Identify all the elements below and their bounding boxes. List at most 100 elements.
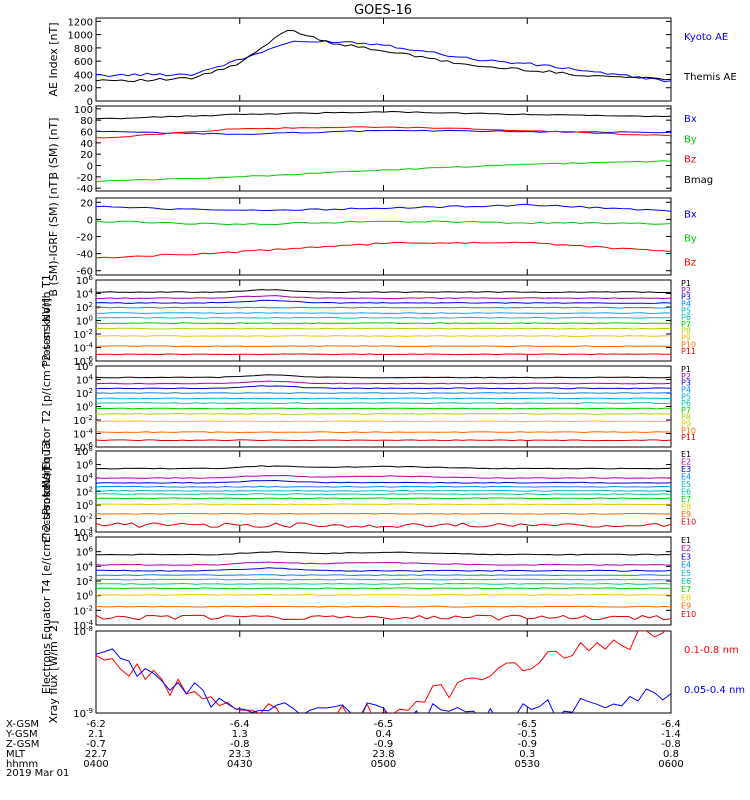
- channel-line-p6: [96, 402, 671, 405]
- y-tick-label: 10-4: [73, 428, 93, 441]
- channel-line-p11: [96, 439, 671, 442]
- y-tick-label: 10-2: [73, 604, 93, 617]
- y-tick-label: 80: [80, 116, 93, 127]
- row-value: -0.9: [374, 739, 394, 750]
- row-value: 0.4: [376, 729, 392, 740]
- channel-line-e10: [96, 522, 671, 528]
- y-tick-label: 10-9: [73, 707, 93, 720]
- channel-line-e5: [96, 489, 671, 492]
- y-tick-label: 104: [76, 560, 94, 573]
- panel-1: 0 200 400 600 800 1000 1200 AE Index [nT] Kyoto …: [47, 17, 737, 108]
- channel-line-e7: [96, 587, 671, 590]
- y-tick-label: 10-6: [73, 355, 93, 368]
- channel-label-p7: P7: [681, 320, 691, 329]
- row-value: -0.5: [517, 729, 537, 740]
- channel-line-p2: [96, 380, 671, 385]
- y-tick-label: 1200: [68, 17, 93, 28]
- channel-label-p1: P1: [681, 279, 691, 288]
- channel-line-p8: [96, 412, 671, 415]
- y-tick-label: 800: [74, 44, 93, 55]
- channel-label-e3: E3: [681, 552, 691, 561]
- y-axis-label: B (SM) [nT]: [47, 118, 60, 180]
- y-tick-label: 108: [76, 445, 93, 458]
- channel-line-e9: [96, 512, 671, 515]
- y-tick-label: -40: [77, 250, 93, 261]
- series-line-bz: [96, 241, 671, 259]
- series-line-by: [96, 160, 671, 183]
- y-tick-label: 0: [87, 97, 93, 108]
- channel-line-e5: [96, 578, 671, 581]
- channel-label-e8: E8: [681, 593, 691, 602]
- legend-themis-ae: Themis AE: [683, 72, 737, 83]
- row-value: 0.8: [663, 749, 679, 760]
- y-tick-label: 104: [76, 288, 94, 301]
- orbit-table: X-GSM -6.2 -6.4 -6.5 -6.5 -6.4Y-GSM 2.1 1.3 0.4-…: [5, 719, 684, 779]
- legend-by: By: [684, 134, 697, 145]
- panel-frame: [95, 197, 672, 276]
- series-line-bmag: [96, 110, 671, 120]
- row-label-z-gsm: Z-GSM: [6, 739, 39, 750]
- y-axis-label: Protons Equator T2 [p/(cm^2-s-sr-keV)]: [40, 298, 53, 515]
- series-line-bx: [96, 203, 671, 212]
- y-tick-label: 104: [76, 374, 94, 387]
- channel-label-p2: P2: [681, 372, 691, 381]
- row-value: 1.3: [232, 729, 248, 740]
- y-tick-label: 20: [80, 198, 93, 209]
- y-tick-label: 102: [76, 387, 93, 400]
- y-tick-label: 100: [74, 105, 93, 116]
- series-line-0-1-0-8-nm: [96, 631, 666, 713]
- series-line-by: [96, 220, 671, 226]
- channel-label-e4: E4: [681, 473, 691, 482]
- channel-label-p9: P9: [681, 334, 691, 343]
- y-tick-label: 108: [76, 531, 93, 544]
- channel-label-p3: P3: [681, 379, 691, 388]
- y-axis-label: Electrons North T3: [40, 440, 53, 542]
- channel-line-e9: [96, 605, 671, 608]
- channel-line-p7: [96, 322, 671, 325]
- channel-line-p5: [96, 397, 671, 400]
- legend-bx: Bx: [684, 209, 697, 220]
- channel-line-p10: [96, 431, 671, 434]
- channel-line-e6: [96, 493, 671, 496]
- y-tick-label: 0: [87, 162, 93, 173]
- series-line-themis-ae: [96, 29, 671, 83]
- y-tick-label: -40: [77, 184, 93, 195]
- row-value: 0400: [83, 759, 108, 770]
- channel-line-p1: [96, 289, 671, 294]
- legend-bmag: Bmag: [684, 175, 713, 186]
- row-value: -6.2: [86, 719, 106, 730]
- y-tick-label: 106: [76, 274, 94, 287]
- legend-bx: Bx: [684, 114, 697, 125]
- channel-line-e10: [96, 614, 671, 621]
- channel-label-p7: P7: [681, 406, 691, 415]
- channel-label-e2: E2: [681, 544, 691, 553]
- channel-line-p6: [96, 316, 671, 319]
- channel-line-p1: [96, 374, 671, 379]
- legend-bz: Bz: [684, 257, 696, 268]
- channel-label-p11: P11: [681, 347, 696, 356]
- panel-8: 10-8 10-9 Xray flux [W/m^2] 0.1-0.8 nm 0.05-…: [47, 621, 745, 724]
- channel-line-p10: [96, 345, 671, 348]
- channel-label-p11: P11: [681, 433, 696, 442]
- channel-label-e5: E5: [681, 480, 691, 489]
- channel-line-e8: [96, 503, 671, 506]
- legend-bz: Bz: [684, 155, 696, 166]
- y-axis-label: B (SM)-IGRF (SM) [nT]: [47, 176, 60, 296]
- channel-line-e2: [96, 561, 671, 566]
- y-tick-label: 106: [76, 360, 94, 373]
- channel-line-e2: [96, 474, 671, 479]
- y-tick-label: 100: [76, 401, 93, 414]
- row-value: -0.8: [661, 739, 681, 750]
- row-value: 0430: [227, 759, 252, 770]
- row-value: -0.8: [230, 739, 250, 750]
- series-group: [96, 631, 671, 713]
- plot-title: GOES-16: [354, 3, 412, 18]
- row-value: 0530: [515, 759, 540, 770]
- y-tick-label: 10-4: [73, 619, 93, 632]
- row-label-hhmm: hhmm: [6, 759, 38, 770]
- y-tick-label: 0: [87, 215, 93, 226]
- y-tick-label: 106: [76, 546, 94, 559]
- y-tick-label: 200: [74, 84, 93, 95]
